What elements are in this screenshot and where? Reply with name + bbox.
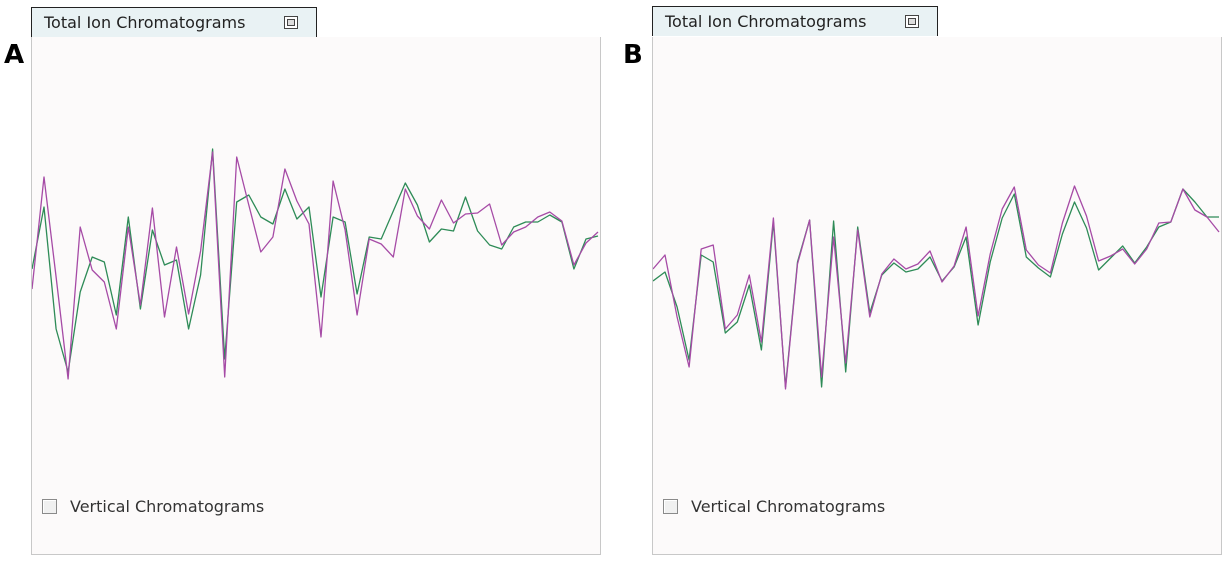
vertical-chromatograms-checkbox[interactable] <box>663 499 678 514</box>
restore-window-icon[interactable] <box>905 15 919 28</box>
chromatogram-view: Vertical Chromatograms <box>31 37 601 555</box>
chromatogram-trace-2 <box>653 185 1220 390</box>
chromatogram-chart <box>32 148 599 380</box>
chromatogram-chart <box>653 185 1220 390</box>
total-ion-chromatograms-tab[interactable]: Total Ion Chromatograms <box>652 6 938 36</box>
chromatogram-trace-1 <box>32 148 599 373</box>
vertical-chromatograms-option[interactable]: Vertical Chromatograms <box>663 497 885 516</box>
vertical-chromatograms-checkbox[interactable] <box>42 499 57 514</box>
chromatogram-panel-a: Total Ion Chromatograms Vertical Chromat… <box>31 0 601 562</box>
total-ion-chromatograms-tab[interactable]: Total Ion Chromatograms <box>31 7 317 37</box>
tab-title: Total Ion Chromatograms <box>44 13 246 32</box>
chromatogram-view: Vertical Chromatograms <box>652 37 1222 555</box>
vertical-chromatograms-label: Vertical Chromatograms <box>691 497 886 516</box>
restore-window-icon[interactable] <box>284 16 298 29</box>
panel-a-letter: A <box>4 40 25 70</box>
chromatogram-trace-2 <box>32 151 599 380</box>
panel-b-letter: B <box>623 40 643 70</box>
vertical-chromatograms-label: Vertical Chromatograms <box>70 497 265 516</box>
chromatogram-trace-1 <box>653 188 1219 388</box>
tab-title: Total Ion Chromatograms <box>665 12 867 31</box>
chromatogram-panel-b: Total Ion Chromatograms Vertical Chromat… <box>652 0 1222 562</box>
vertical-chromatograms-option[interactable]: Vertical Chromatograms <box>42 497 264 516</box>
